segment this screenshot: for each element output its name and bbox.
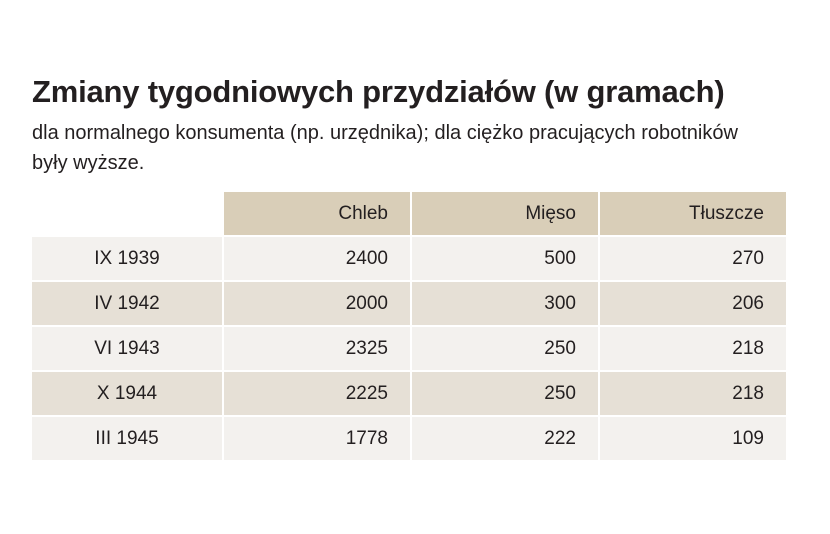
page-title: Zmiany tygodniowych przydziałów (w grama… — [32, 74, 725, 109]
tluszcze-cell: 206 — [600, 282, 786, 325]
rations-table: Chleb Mięso Tłuszcze IX 1939 2400 500 27… — [30, 190, 788, 462]
chleb-cell: 2000 — [224, 282, 410, 325]
mieso-cell: 250 — [412, 372, 598, 415]
table-row: IX 1939 2400 500 270 — [32, 237, 786, 280]
mieso-cell: 222 — [412, 417, 598, 460]
table-row: IV 1942 2000 300 206 — [32, 282, 786, 325]
tluszcze-cell: 218 — [600, 327, 786, 370]
mieso-cell: 500 — [412, 237, 598, 280]
column-header-mieso: Mięso — [412, 192, 598, 235]
chleb-cell: 2225 — [224, 372, 410, 415]
period-cell: III 1945 — [32, 417, 222, 460]
table-row: VI 1943 2325 250 218 — [32, 327, 786, 370]
mieso-cell: 250 — [412, 327, 598, 370]
period-cell: X 1944 — [32, 372, 222, 415]
period-cell: IX 1939 — [32, 237, 222, 280]
period-cell: IV 1942 — [32, 282, 222, 325]
page-subtitle: dla normalnego konsumenta (np. urzędnika… — [32, 122, 738, 174]
chleb-cell: 2400 — [224, 237, 410, 280]
table-row: III 1945 1778 222 109 — [32, 417, 786, 460]
table-row: X 1944 2225 250 218 — [32, 372, 786, 415]
tluszcze-cell: 109 — [600, 417, 786, 460]
column-header-chleb: Chleb — [224, 192, 410, 235]
table-header-row: Chleb Mięso Tłuszcze — [32, 192, 786, 235]
column-header-tluszcze: Tłuszcze — [600, 192, 786, 235]
table-corner-cell — [32, 192, 222, 235]
tluszcze-cell: 218 — [600, 372, 786, 415]
period-cell: VI 1943 — [32, 327, 222, 370]
tluszcze-cell: 270 — [600, 237, 786, 280]
mieso-cell: 300 — [412, 282, 598, 325]
chleb-cell: 1778 — [224, 417, 410, 460]
chleb-cell: 2325 — [224, 327, 410, 370]
